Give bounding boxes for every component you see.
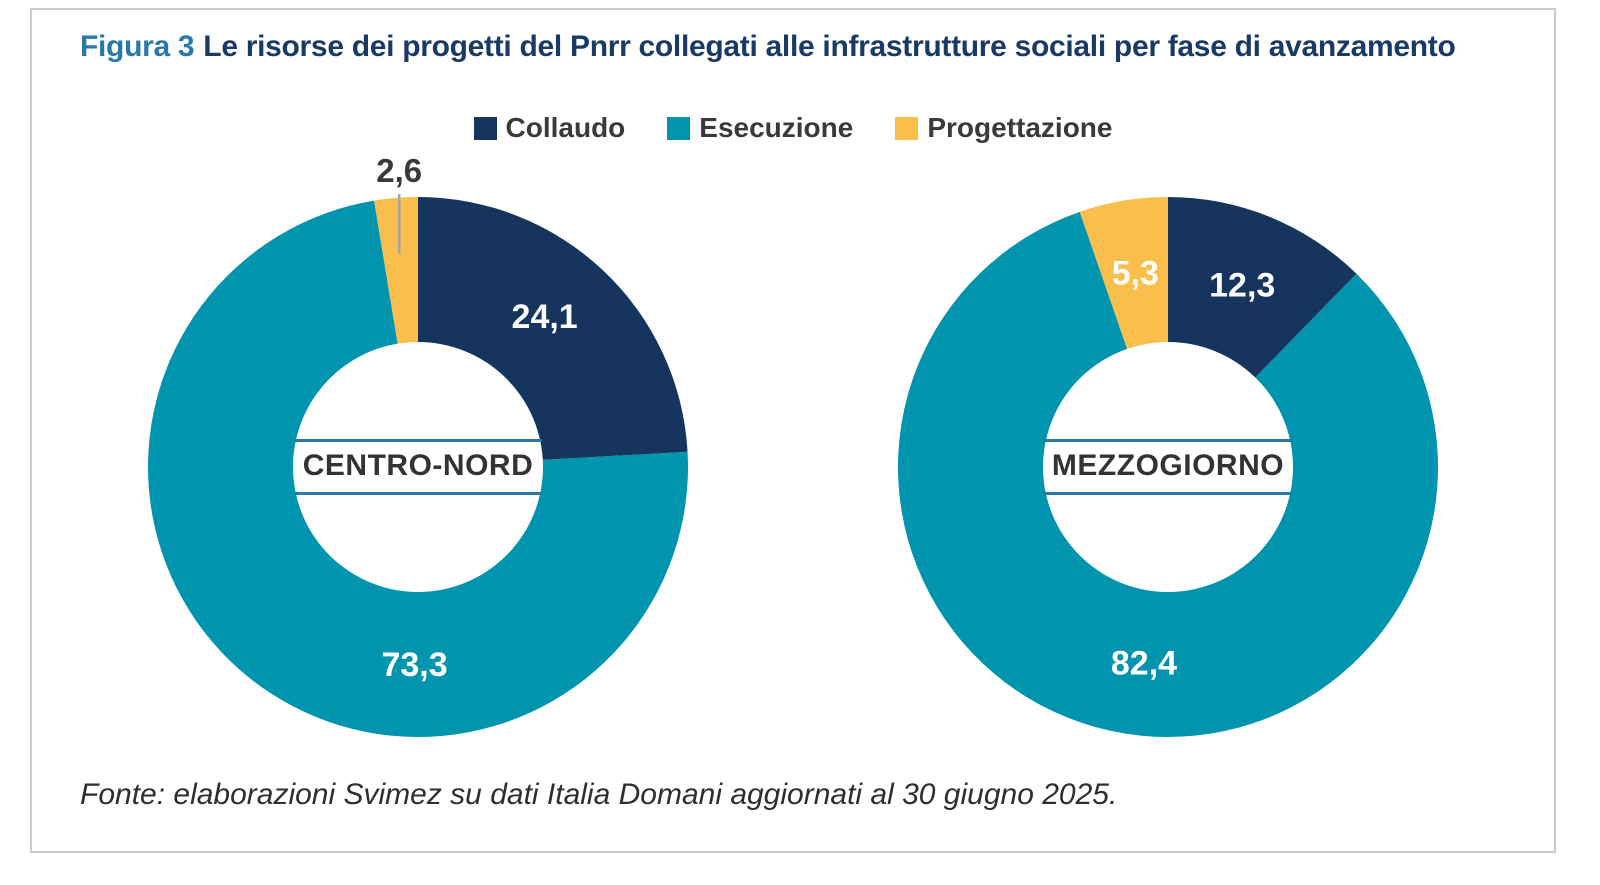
legend-label: Collaudo	[505, 112, 626, 143]
figure-number: Figura 3	[80, 30, 195, 63]
legend-label: Progettazione	[927, 112, 1113, 143]
donut-chart-mezzogiorno: 12,3 82,4 5,3 MEZZOGIORNO	[888, 142, 1448, 754]
legend-item-collaudo: Collaudo	[473, 112, 626, 144]
donut-center-label: CENTRO-NORD	[294, 439, 542, 495]
figure-title: Figura 3 Le risorse dei progetti del Pnrr…	[80, 30, 1456, 64]
legend-swatch-icon	[473, 116, 497, 140]
donut-svg: 12,3 82,4 5,3	[898, 197, 1438, 737]
slice-collaudo	[418, 197, 688, 460]
legend-swatch-icon	[667, 116, 691, 140]
donut-center-label: MEZZOGIORNO	[1043, 439, 1293, 495]
donut-svg: 24,1 73,3 2,6	[147, 152, 688, 737]
legend-label: Esecuzione	[699, 112, 854, 143]
donut-chart-centro-nord: 24,1 73,3 2,6 CENTRO-NORD	[138, 142, 698, 754]
legend-item-progettazione: Progettazione	[895, 112, 1112, 144]
slice-esecuzione	[898, 211, 1438, 737]
chart-legend: Collaudo Esecuzione Progettazione	[32, 112, 1554, 144]
slice-value-label: 82,4	[1111, 645, 1177, 683]
figure-card: Figura 3 Le risorse dei progetti del Pnrr…	[30, 8, 1556, 853]
legend-item-esecuzione: Esecuzione	[667, 112, 853, 144]
slice-progettazione	[1079, 197, 1168, 349]
slice-esecuzione	[147, 200, 688, 737]
source-note: Fonte: elaborazioni Svimez su dati Itali…	[80, 778, 1118, 811]
legend-swatch-icon	[895, 116, 919, 140]
figure-title-text: Le risorse dei progetti del Pnrr collega…	[203, 30, 1456, 63]
slice-value-label: 73,3	[381, 646, 447, 684]
slice-value-label: 2,6	[376, 152, 422, 189]
slice-progettazione	[374, 197, 418, 344]
slice-collaudo	[1168, 197, 1357, 378]
slice-value-label: 5,3	[1112, 255, 1159, 293]
donut-charts-row: 24,1 73,3 2,6 CENTRO-NORD 12,3 82,4 5,3 MEZZOGI…	[32, 142, 1554, 754]
slice-value-label: 12,3	[1209, 267, 1275, 305]
slice-value-label: 24,1	[512, 298, 578, 336]
